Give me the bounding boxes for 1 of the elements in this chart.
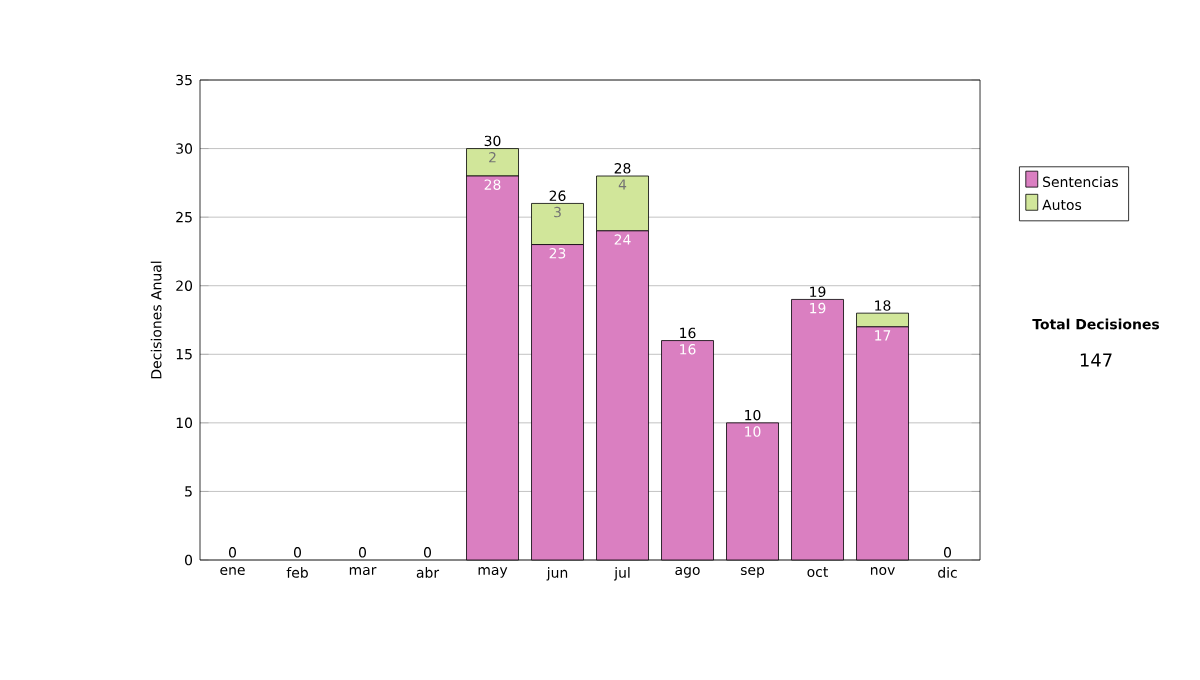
text: 147 [1080, 353, 1112, 367]
